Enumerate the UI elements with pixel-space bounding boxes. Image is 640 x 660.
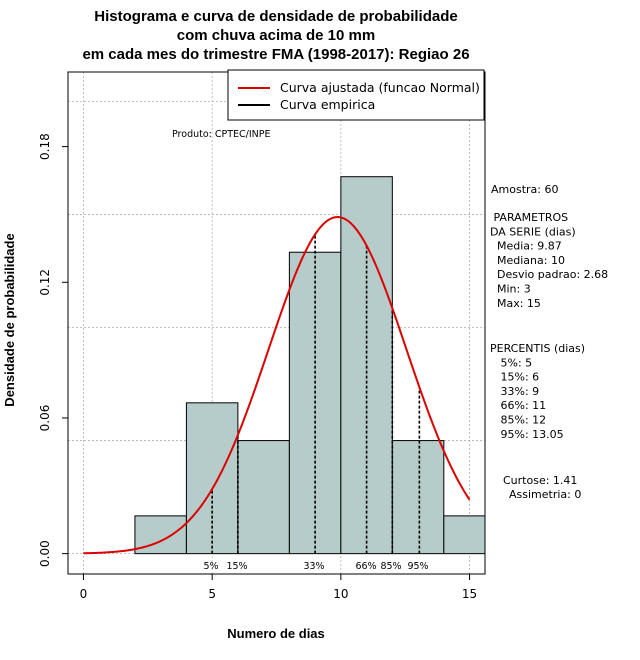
percentile-label-33: 33% bbox=[303, 561, 324, 572]
y-tick-label: 0.12 bbox=[38, 269, 52, 296]
x-tick-label: 10 bbox=[333, 587, 348, 601]
normal-curve-line bbox=[83, 216, 471, 555]
percentile-stat-line-1: PERCENTIS (dias) bbox=[490, 342, 585, 355]
percentile-stat-line-3: 15%: 6 bbox=[490, 371, 539, 384]
y-tick-label: 0.00 bbox=[38, 540, 52, 567]
parameter-line-3: Media: 9.87 bbox=[490, 240, 562, 253]
percentile-label-95: 95% bbox=[407, 561, 428, 572]
histogram-bar-3 bbox=[237, 440, 290, 555]
x-tick-label: 5 bbox=[208, 587, 216, 601]
parameter-line-1: PARAMETROS bbox=[490, 211, 568, 224]
percentile-stat-line-4: 33%: 9 bbox=[490, 385, 539, 398]
parameter-line-4: Mediana: 10 bbox=[490, 254, 565, 267]
chart-title: Histograma e curva de densidade de proba… bbox=[82, 8, 469, 63]
product-annotation: Produto: CPTEC/INPE bbox=[172, 129, 271, 140]
y-axis-label: Densidade de probabilidade bbox=[2, 233, 17, 406]
x-tick-label: 15 bbox=[462, 587, 477, 601]
sample-size: Amostra: 60 bbox=[491, 183, 558, 196]
parameter-line-7: Max: 15 bbox=[490, 297, 541, 310]
x-axis: 0 5 10 15 bbox=[80, 574, 477, 601]
parameter-line-2: DA SERIE (dias) bbox=[490, 225, 576, 238]
percentile-lines: 5% 15% 33% 66% 85% 95% bbox=[203, 234, 429, 572]
histogram-bar-6 bbox=[391, 440, 445, 555]
parameter-line-6: Min: 3 bbox=[490, 283, 531, 296]
percentile-stat-line-6: 85%: 12 bbox=[490, 414, 546, 427]
histogram-bar-7 bbox=[443, 515, 486, 555]
parameter-line-5: Desvio padrao: 2.68 bbox=[490, 268, 608, 281]
percentile-label-66: 66% bbox=[355, 561, 376, 572]
legend-label-1: Curva ajustada (funcao Normal) bbox=[280, 80, 480, 95]
chart-title-line-2: com chuva acima de 10 mm bbox=[177, 27, 375, 44]
y-tick-label: 0.06 bbox=[38, 405, 52, 432]
percentile-stat-line-5: 66%: 11 bbox=[490, 399, 546, 412]
y-tick-label: 0.18 bbox=[38, 133, 52, 160]
legend-label-2: Curva empirica bbox=[280, 97, 375, 112]
x-axis-label: Numero de dias bbox=[227, 626, 325, 641]
percentile-label-15: 15% bbox=[226, 561, 247, 572]
normal-curve bbox=[83, 216, 471, 555]
histogram-bars bbox=[134, 176, 486, 555]
chart-title-line-1: Histograma e curva de densidade de proba… bbox=[94, 8, 457, 25]
kurtosis: Curtose: 1.41 bbox=[503, 474, 577, 487]
percentile-label-5: 5% bbox=[203, 561, 218, 572]
y-axis: 0.00 0.06 0.12 0.18 bbox=[38, 133, 68, 567]
percentile-stat-line-2: 5%: 5 bbox=[490, 356, 532, 369]
skewness: Assimetria: 0 bbox=[509, 488, 581, 501]
percentile-label-85: 85% bbox=[380, 561, 401, 572]
legend: Curva ajustada (funcao Normal) Curva empi… bbox=[227, 69, 485, 121]
legend-box bbox=[227, 69, 485, 121]
percentile-stat-line-7: 95%: 13.05 bbox=[490, 428, 564, 441]
chart-title-line-3: em cada mes do trimestre FMA (1998-2017)… bbox=[82, 46, 469, 63]
x-tick-label: 0 bbox=[80, 587, 88, 601]
